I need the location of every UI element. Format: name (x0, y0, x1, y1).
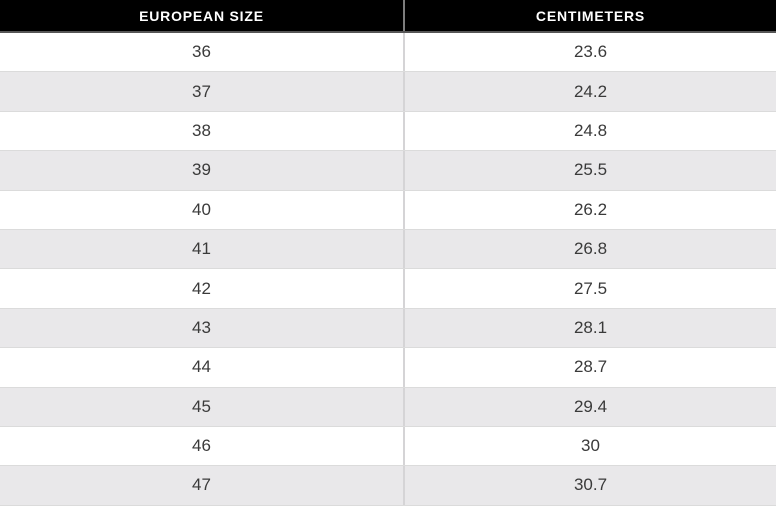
table-row: 45 29.4 (0, 387, 776, 427)
centimeters-cell: 24.2 (573, 81, 608, 101)
table-row: 38 24.8 (0, 111, 776, 152)
centimeters-cell: 26.2 (573, 199, 608, 219)
centimeters-cell: 29.4 (573, 396, 608, 416)
centimeters-cell: 26.8 (573, 239, 608, 259)
table-row: 40 26.2 (0, 190, 776, 230)
table-body: 36 23.6 37 24.2 38 24.8 39 25.5 40 26.2 41 26.8 42 27… (0, 33, 776, 506)
european-size-cell: 38 (0, 111, 405, 151)
table-row: 43 28.1 (0, 308, 776, 349)
centimeters-cell: 23.6 (573, 42, 608, 62)
column-header-european-size: EUROPEAN SIZE (0, 0, 405, 31)
table-header-row: EUROPEAN SIZE CENTIMETERS (0, 0, 776, 33)
table-row: 41 26.8 (0, 229, 776, 270)
european-size-cell: 45 (0, 387, 405, 426)
european-size-cell: 42 (0, 269, 405, 308)
column-header-centimeters: CENTIMETERS (535, 7, 646, 24)
european-size-cell: 40 (0, 190, 405, 229)
centimeters-cell: 30.7 (573, 475, 608, 495)
european-size-cell: 47 (0, 466, 405, 505)
centimeters-cell: 24.8 (573, 120, 608, 140)
centimeters-cell: 30 (581, 436, 600, 456)
european-size-cell: 41 (0, 229, 405, 269)
centimeters-cell: 28.1 (573, 317, 608, 337)
european-size-cell: 37 (0, 72, 405, 111)
table-row: 39 25.5 (0, 151, 776, 191)
table-row: 47 30.7 (0, 466, 776, 506)
centimeters-cell: 28.7 (573, 357, 608, 377)
european-size-cell: 44 (0, 348, 405, 387)
table-row: 37 24.2 (0, 72, 776, 112)
european-size-cell: 46 (0, 426, 405, 466)
table-row: 44 28.7 (0, 348, 776, 388)
european-size-cell: 43 (0, 308, 405, 348)
european-size-cell: 36 (0, 33, 405, 72)
european-size-cell: 39 (0, 151, 405, 190)
centimeters-cell: 25.5 (573, 160, 608, 180)
table-row: 42 27.5 (0, 269, 776, 309)
table-row: 46 30 (0, 426, 776, 467)
table-row: 36 23.6 (0, 33, 776, 73)
centimeters-cell: 27.5 (573, 278, 608, 298)
